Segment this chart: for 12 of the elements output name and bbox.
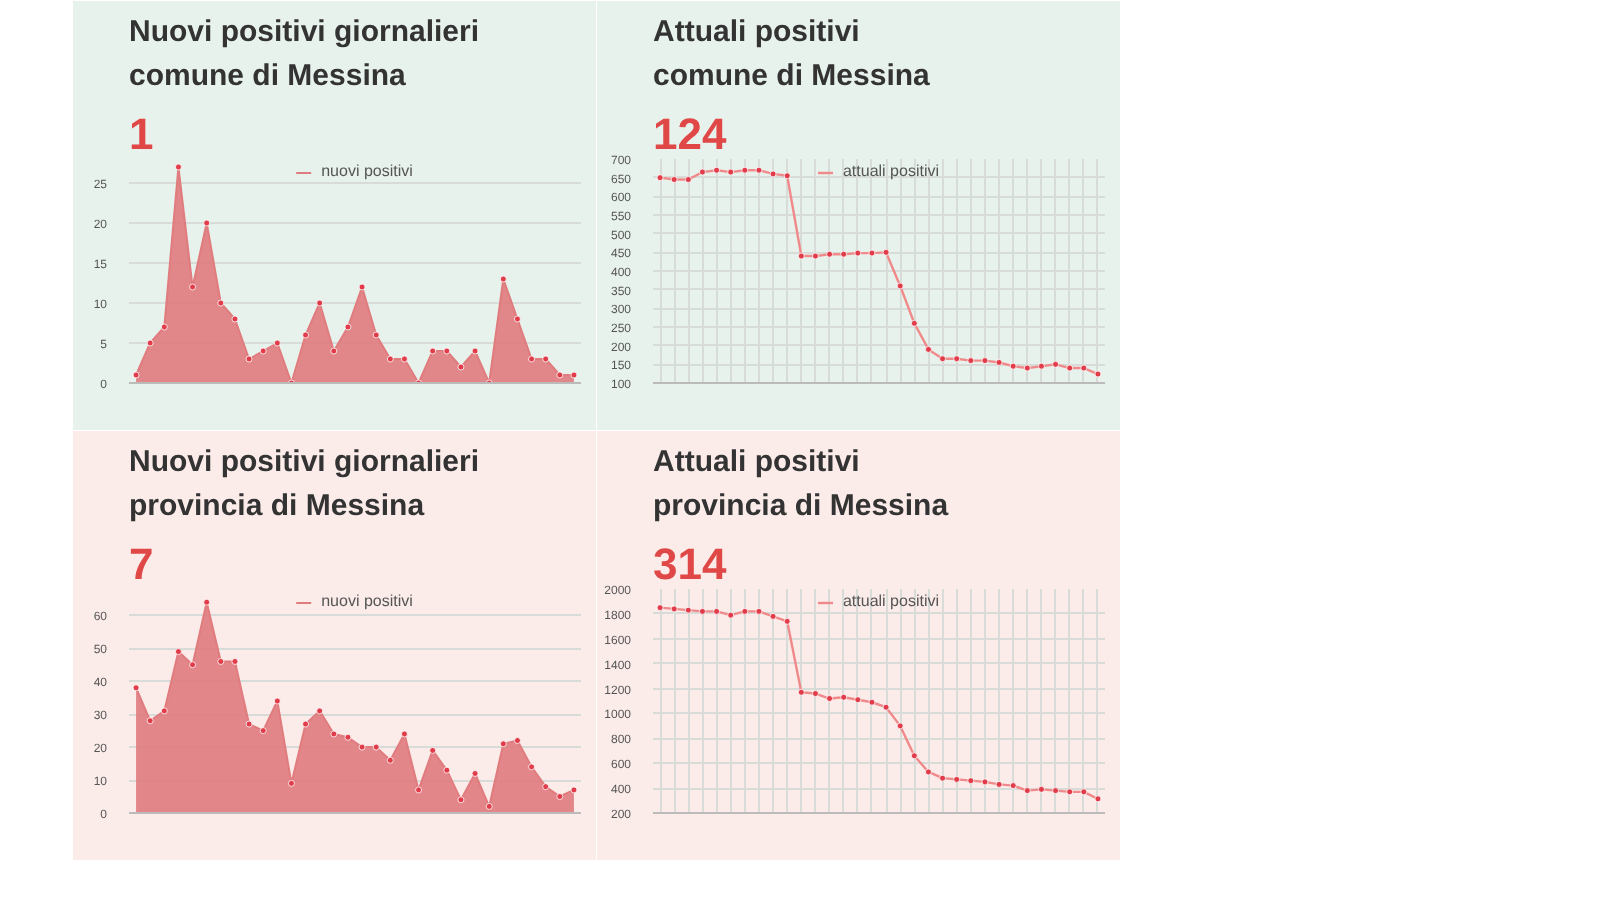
chart-title: Nuovi positivi giornalieri comune di Messina xyxy=(129,14,480,93)
legend-label: nuovi positivi xyxy=(321,592,413,610)
chart-title: Attuali positivi comune di Messina xyxy=(653,14,932,93)
chart-subtitle: 1 xyxy=(129,109,154,159)
chart-subtitle: 314 xyxy=(653,539,728,589)
chart-title: Nuovi positivi giornalieri provincia di Messina xyxy=(129,444,480,523)
chart-subtitle: 124 xyxy=(653,109,728,159)
legend-label: nuovi positivi xyxy=(321,162,413,180)
chart-title: Attuali positivi provincia di Messina xyxy=(653,444,950,523)
legend-label: attuali positivi xyxy=(842,162,940,180)
legend-label: attuali positivi xyxy=(842,592,940,610)
chart-subtitle: 7 xyxy=(129,539,154,589)
